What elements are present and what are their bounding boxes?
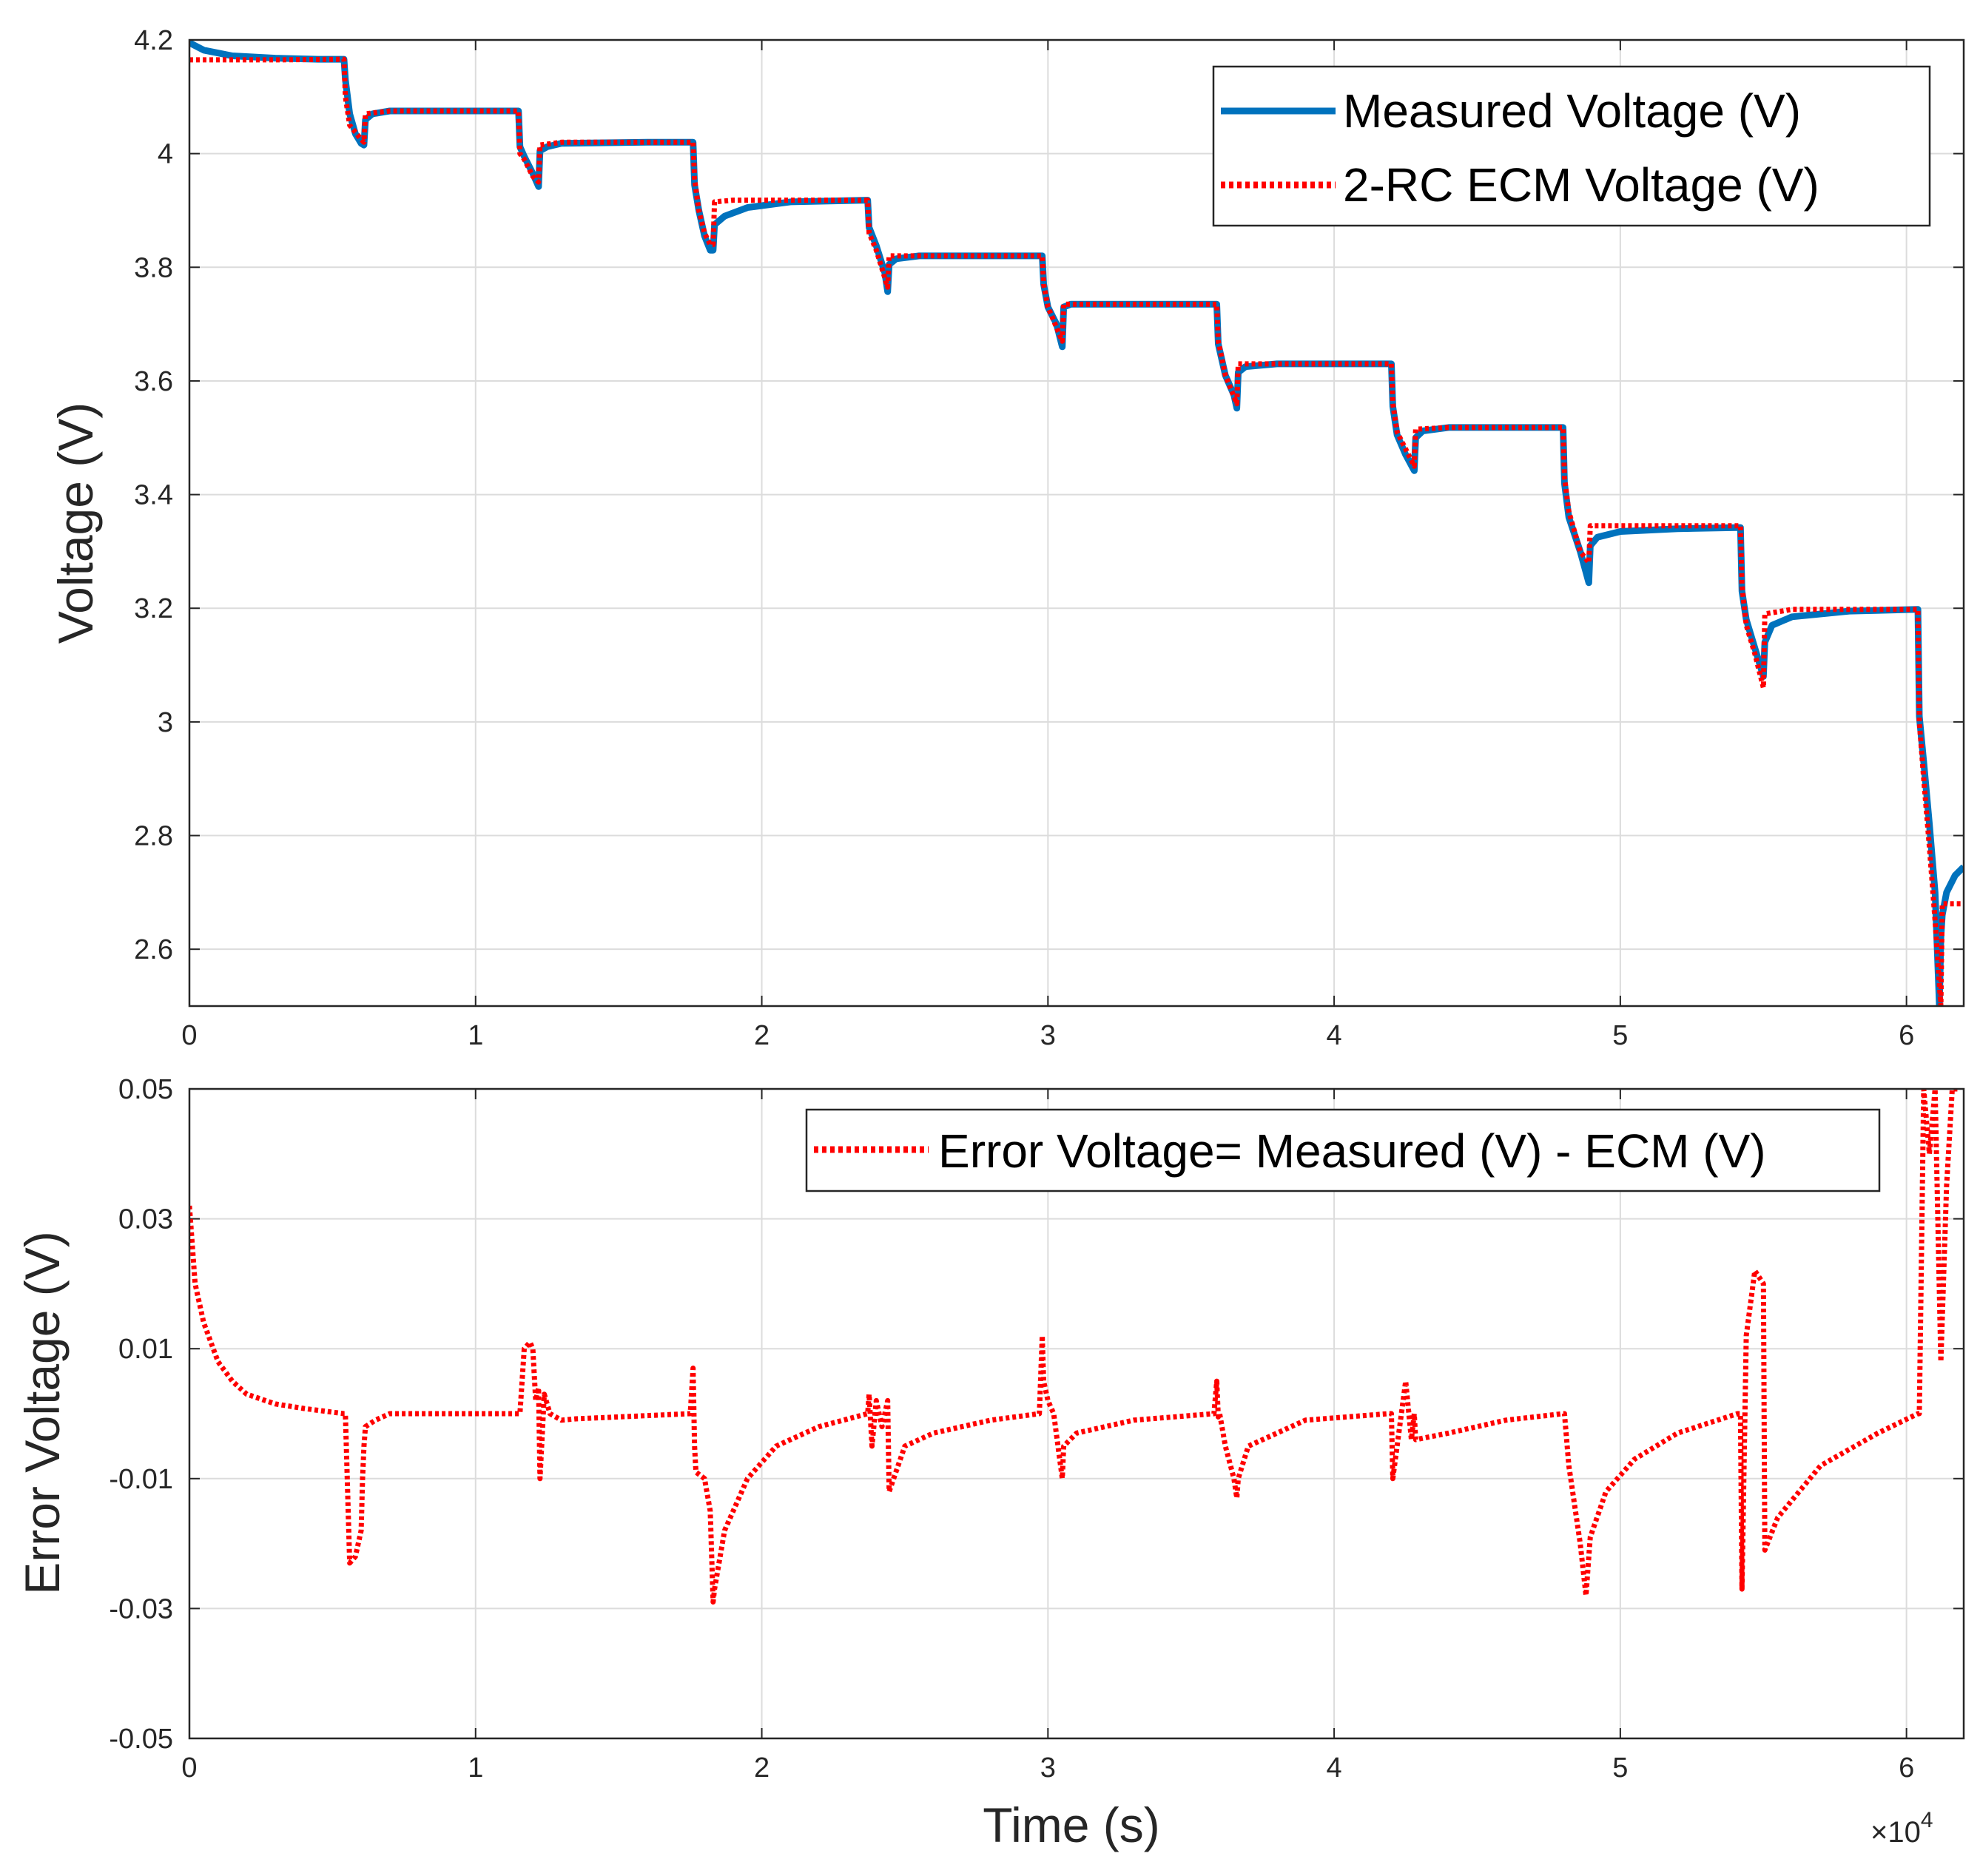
top-x-tick-label: 6 — [1899, 1020, 1914, 1051]
top-voltage-plot: 0 1 2 3 4 5 6 2.6 2.8 3 3.2 3.4 3.6 3.8 4 4.2 Voltage … — [48, 25, 1965, 1051]
top-y-axis-label: Voltage (V) — [48, 402, 103, 644]
legend-error-label: Error Voltage= Measured (V) - ECM (V) — [938, 1124, 1766, 1178]
top-y-tick-label: 3 — [158, 707, 173, 738]
top-y-tick-label: 3.4 — [134, 480, 173, 511]
top-x-tick-label: 2 — [754, 1020, 770, 1051]
bot-x-tick-label: 2 — [754, 1752, 770, 1784]
x-exponent-label: ×104 — [1870, 1808, 1933, 1849]
bot-y-tick-label: 0.05 — [118, 1074, 173, 1105]
legend-ecm-label: 2-RC ECM Voltage (V) — [1343, 158, 1819, 212]
bottom-legend: Error Voltage= Measured (V) - ECM (V) — [805, 1108, 1881, 1192]
bot-y-tick-label: 0.01 — [118, 1334, 173, 1365]
top-x-tick-label: 4 — [1327, 1020, 1342, 1051]
bot-x-tick-label: 6 — [1899, 1752, 1914, 1784]
top-y-tick-label: 4.2 — [134, 25, 173, 56]
bottom-y-axis-label: Error Voltage (V) — [15, 1231, 70, 1595]
top-axes-frame — [188, 38, 1965, 1008]
bot-x-tick-label: 4 — [1327, 1752, 1342, 1784]
bot-x-tick-label: 1 — [468, 1752, 483, 1784]
top-plot-lines — [189, 40, 1964, 1006]
top-x-tick-label: 3 — [1040, 1020, 1056, 1051]
bottom-y-tick-labels: -0.05 -0.03 -0.01 0.01 0.03 0.05 — [109, 1074, 173, 1755]
top-x-tick-label: 5 — [1612, 1020, 1628, 1051]
x-axis-label: Time (s) — [983, 1798, 1160, 1852]
top-y-tick-labels: 2.6 2.8 3 3.2 3.4 3.6 3.8 4 4.2 — [134, 25, 173, 965]
top-y-tick-label: 3.6 — [134, 366, 173, 397]
bot-y-tick-label: 0.03 — [118, 1204, 173, 1235]
bot-x-tick-label: 0 — [181, 1752, 197, 1784]
top-x-tick-label: 0 — [181, 1020, 197, 1051]
bot-y-tick-label: -0.01 — [109, 1464, 173, 1495]
bot-x-tick-label: 5 — [1612, 1752, 1628, 1784]
legend-measured-label: Measured Voltage (V) — [1343, 84, 1801, 138]
top-y-tick-label: 4 — [158, 139, 173, 170]
bot-x-tick-label: 3 — [1040, 1752, 1056, 1784]
bot-y-tick-label: -0.05 — [109, 1724, 173, 1755]
error-voltage-line — [189, 1089, 1959, 1605]
bottom-plot-lines — [189, 1089, 1959, 1605]
bot-y-tick-label: -0.03 — [109, 1593, 173, 1624]
bottom-grid — [189, 1088, 1964, 1739]
ecm-voltage-line — [189, 56, 1964, 1006]
top-y-tick-label: 3.2 — [134, 593, 173, 624]
top-y-tick-label: 3.8 — [134, 252, 173, 283]
bottom-axes-frame — [188, 1087, 1965, 1740]
top-x-tick-label: 1 — [468, 1020, 483, 1051]
top-x-tick-labels: 0 1 2 3 4 5 6 — [181, 1020, 1914, 1051]
bottom-error-plot: 0 1 2 3 4 5 6 -0.05 -0.03 -0.01 0.01 0.03 0.05 Erro… — [15, 1074, 1965, 1852]
top-y-tick-label: 2.8 — [134, 821, 173, 852]
top-legend: Measured Voltage (V) 2-RC ECM Voltage (V… — [1212, 65, 1931, 227]
top-y-tick-label: 2.6 — [134, 934, 173, 965]
bottom-x-tick-labels: 0 1 2 3 4 5 6 — [181, 1752, 1914, 1784]
